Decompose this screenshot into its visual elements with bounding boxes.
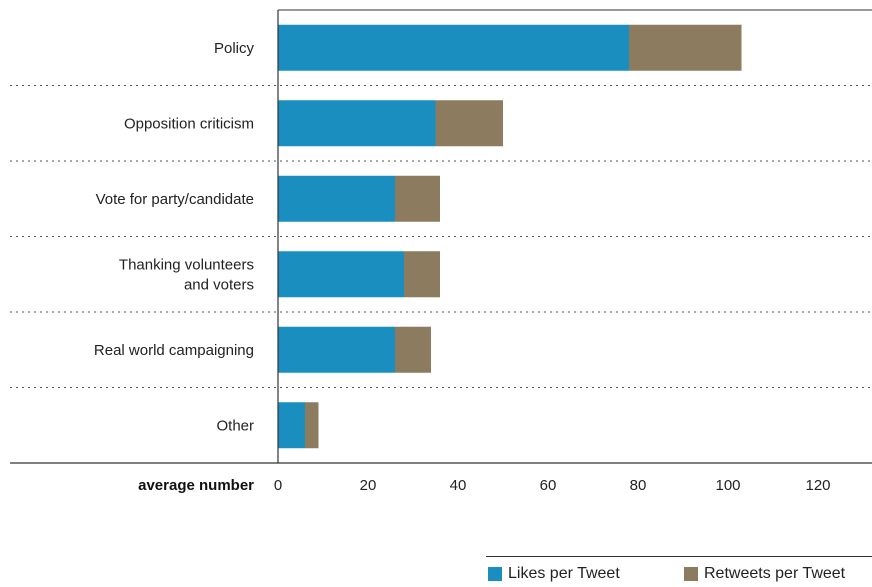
category-label: Thanking volunteers and voters bbox=[119, 256, 254, 293]
bar-likes bbox=[278, 175, 395, 222]
bar-retweets bbox=[629, 24, 742, 71]
legend-item-retweets: Retweets per Tweet bbox=[684, 565, 845, 583]
category-label: Real world campaigning bbox=[94, 342, 254, 359]
legend-label-likes: Likes per Tweet bbox=[508, 565, 620, 582]
bar-retweets bbox=[404, 251, 440, 298]
x-tick-label: 80 bbox=[630, 477, 647, 494]
bars bbox=[278, 24, 742, 449]
legend-label-retweets: Retweets per Tweet bbox=[704, 565, 846, 582]
bar-likes bbox=[278, 251, 404, 298]
category-label: Policy bbox=[214, 40, 255, 57]
category-labels: Policy Opposition criticism Vote for party… bbox=[94, 40, 255, 435]
x-tick-label: 40 bbox=[450, 477, 467, 494]
legend: Likes per Tweet Retweets per Tweet bbox=[486, 556, 872, 587]
x-tick-label: 100 bbox=[715, 477, 740, 494]
bar-retweets bbox=[395, 326, 431, 373]
category-label: Opposition criticism bbox=[124, 115, 254, 132]
category-label: Vote for party/candidate bbox=[96, 191, 254, 208]
category-label-line: Opposition criticism bbox=[124, 115, 254, 132]
bar-retweets bbox=[395, 175, 440, 222]
stacked-bar-chart: Policy Opposition criticism Vote for party… bbox=[10, 9, 872, 494]
category-label-line: Policy bbox=[214, 40, 255, 57]
x-tick-labels: 0 20 40 60 80 100 120 bbox=[274, 477, 831, 494]
x-tick-label: 60 bbox=[540, 477, 557, 494]
category-label-line: Vote for party/candidate bbox=[96, 191, 254, 208]
category-label-line: Real world campaigning bbox=[94, 342, 254, 359]
bar-likes bbox=[278, 326, 395, 373]
bar-likes bbox=[278, 24, 629, 71]
legend-swatch-likes bbox=[488, 567, 502, 581]
x-tick-label: 120 bbox=[805, 477, 830, 494]
category-label-line: and voters bbox=[184, 276, 254, 293]
bar-retweets bbox=[305, 402, 319, 449]
category-label-line: Thanking volunteers bbox=[119, 256, 254, 273]
category-label-line: Other bbox=[216, 417, 254, 434]
bar-likes bbox=[278, 100, 436, 147]
x-tick-label: 0 bbox=[274, 477, 282, 494]
bar-likes bbox=[278, 402, 305, 449]
bar-retweets bbox=[435, 100, 503, 147]
x-tick-label: 20 bbox=[360, 477, 377, 494]
x-axis-title: average number bbox=[138, 477, 254, 494]
legend-item-likes: Likes per Tweet bbox=[488, 565, 620, 583]
legend-swatch-retweets bbox=[684, 567, 698, 581]
category-label: Other bbox=[216, 417, 254, 434]
